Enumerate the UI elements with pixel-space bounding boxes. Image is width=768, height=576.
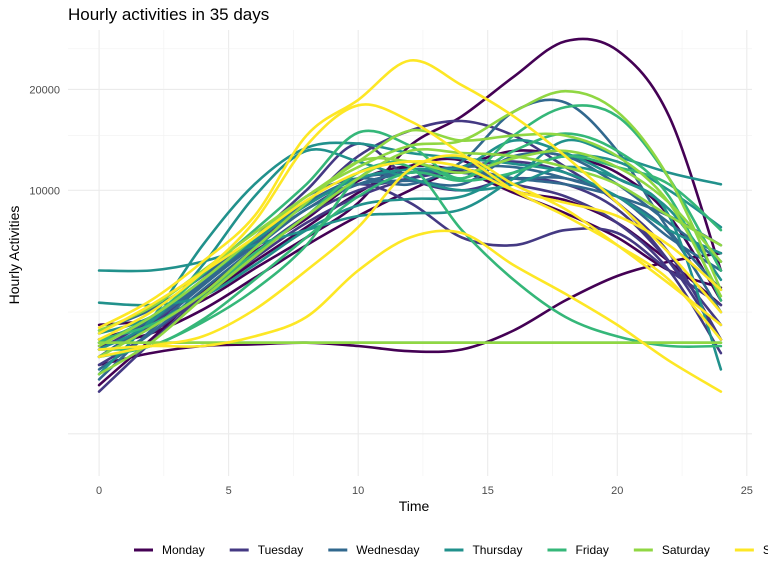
series-line-sunday-32 [97,229,723,393]
series-line-saturday-27 [97,147,723,376]
grid [68,30,752,476]
series-line-saturday-26 [97,89,723,348]
series-line-sunday-34 [97,59,723,329]
x-axis-ticks: 0 5 10 15 20 25 [96,485,753,497]
legend-item-friday: Friday [547,543,609,557]
x-tick-label: 15 [482,485,494,497]
legend-label: Tuesday [258,543,304,557]
legend: Monday Tuesday Wednesday Thursday Friday Satu… [134,543,768,557]
series-line-saturday-29 [97,128,723,332]
legend-item-thursday: Thursday [444,543,522,557]
legend-item-sunday: Sunday [734,543,768,557]
legend-label: Thursday [472,543,522,557]
y-axis-ticks: 10000 20000 [29,84,60,197]
series-line-thursday-18 [97,154,723,307]
series-line-thursday-19 [97,141,723,376]
legend-label: Saturday [662,543,710,557]
legend-label: Monday [162,543,205,557]
series-line-sunday-35 [97,160,723,335]
x-tick-label: 5 [226,485,232,497]
y-axis-title: Hourly Activities [6,206,22,305]
y-tick-label: 20000 [29,84,60,96]
legend-item-tuesday: Tuesday [229,543,304,557]
series-line-monday-5 [97,157,723,341]
series-line-thursday-20 [97,138,723,371]
series-line-friday-23 [97,104,723,344]
chart-title: Hourly activities in 35 days [68,5,269,24]
y-tick-label: 10000 [29,185,60,197]
series-line-monday-1 [97,149,723,348]
series-lines [97,37,723,393]
legend-item-monday: Monday [134,543,205,557]
x-tick-label: 25 [741,485,753,497]
legend-item-wednesday: Wednesday [328,543,419,557]
series-line-monday-2 [97,164,723,387]
legend-label: Friday [575,543,608,557]
x-axis-title: Time [399,498,430,514]
series-line-friday-25 [97,162,723,359]
legend-item-saturday: Saturday [633,543,710,557]
legend-label: Sunday [763,543,768,557]
x-tick-label: 20 [611,485,623,497]
series-line-wednesday-15 [97,98,723,344]
x-tick-label: 10 [352,485,364,497]
legend-label: Wednesday [356,543,419,557]
x-tick-label: 0 [96,485,102,497]
